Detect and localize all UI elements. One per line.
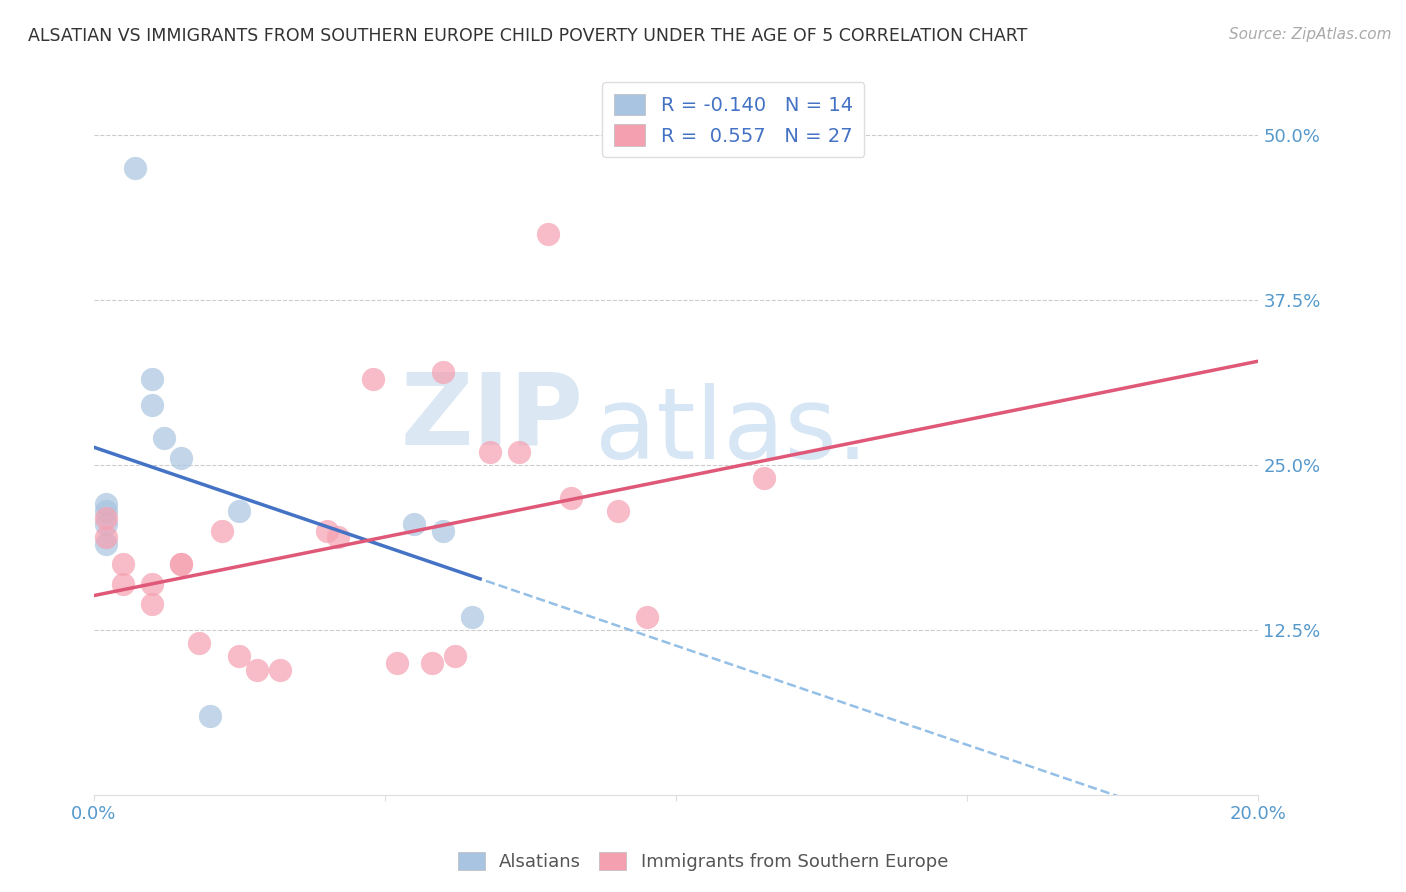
Point — [432, 365, 454, 379]
Point — [112, 557, 135, 571]
Point — [228, 504, 250, 518]
Point — [269, 663, 291, 677]
Point — [537, 227, 560, 241]
Point — [432, 524, 454, 538]
Point — [94, 498, 117, 512]
Text: atlas.: atlas. — [595, 384, 868, 480]
Point — [385, 656, 408, 670]
Point — [752, 471, 775, 485]
Point — [124, 161, 146, 175]
Point — [141, 372, 163, 386]
Point — [328, 531, 350, 545]
Point — [112, 576, 135, 591]
Point — [141, 597, 163, 611]
Point — [94, 531, 117, 545]
Point — [94, 504, 117, 518]
Point — [420, 656, 443, 670]
Point — [170, 557, 193, 571]
Point — [153, 431, 176, 445]
Point — [315, 524, 337, 538]
Point — [607, 504, 630, 518]
Point — [246, 663, 269, 677]
Point — [636, 609, 658, 624]
Point — [200, 708, 222, 723]
Point — [478, 444, 501, 458]
Point — [211, 524, 233, 538]
Point — [363, 372, 385, 386]
Point — [560, 491, 582, 505]
Legend: R = -0.140   N = 14, R =  0.557   N = 27: R = -0.140 N = 14, R = 0.557 N = 27 — [602, 82, 865, 157]
Point — [141, 576, 163, 591]
Point — [94, 537, 117, 551]
Point — [170, 451, 193, 466]
Point — [94, 517, 117, 532]
Point — [508, 444, 530, 458]
Point — [141, 398, 163, 412]
Legend: Alsatians, Immigrants from Southern Europe: Alsatians, Immigrants from Southern Euro… — [450, 845, 956, 879]
Text: ALSATIAN VS IMMIGRANTS FROM SOUTHERN EUROPE CHILD POVERTY UNDER THE AGE OF 5 COR: ALSATIAN VS IMMIGRANTS FROM SOUTHERN EUR… — [28, 27, 1028, 45]
Point — [94, 510, 117, 524]
Point — [461, 609, 484, 624]
Point — [404, 517, 426, 532]
Point — [187, 636, 209, 650]
Point — [444, 649, 467, 664]
Point — [228, 649, 250, 664]
Text: ZIP: ZIP — [401, 368, 583, 466]
Point — [170, 557, 193, 571]
Text: Source: ZipAtlas.com: Source: ZipAtlas.com — [1229, 27, 1392, 42]
